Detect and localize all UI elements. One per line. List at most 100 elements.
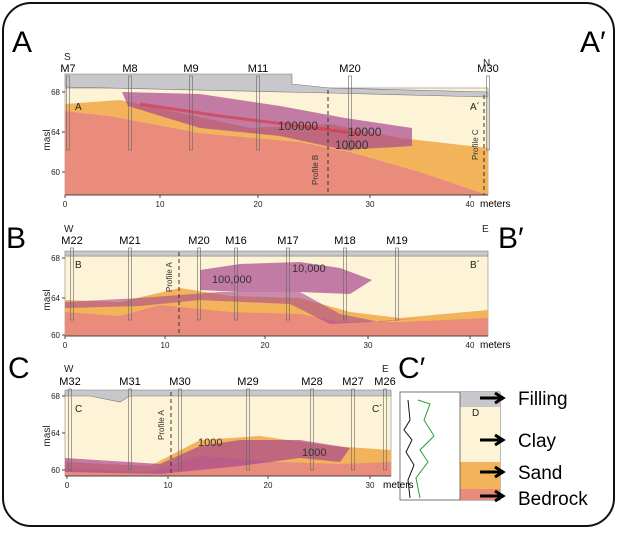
well-label: M22 xyxy=(61,235,82,247)
well xyxy=(383,388,387,471)
filling xyxy=(64,73,489,98)
legend-label: Sand xyxy=(518,463,562,484)
arrow xyxy=(480,433,506,447)
well-label: M21 xyxy=(119,235,140,247)
x-tick-label: 20 xyxy=(261,341,270,350)
panel-label: A xyxy=(12,26,32,59)
section-c xyxy=(64,389,392,477)
direction: S xyxy=(64,52,71,63)
well-label: M20 xyxy=(339,63,360,75)
x-tick-label: 10 xyxy=(161,341,170,350)
well-label: M27 xyxy=(342,376,363,388)
direction: E xyxy=(382,364,389,375)
legend-label: Bedrock xyxy=(518,489,588,510)
well xyxy=(351,388,355,471)
y-tick-label: 68 xyxy=(51,392,60,401)
y-tick-label: 64 xyxy=(51,294,60,303)
well-label: M16 xyxy=(225,235,246,247)
y-tick-label: 64 xyxy=(51,429,60,438)
x-tick-label: 10 xyxy=(164,481,173,490)
x-tick-label: 40 xyxy=(466,200,475,209)
y-tick-label: 68 xyxy=(51,254,60,263)
well xyxy=(178,388,182,471)
well-label: M28 xyxy=(301,376,322,388)
y-tick-label: 64 xyxy=(51,128,60,137)
direction: W xyxy=(64,364,74,375)
legend-label: Clay xyxy=(518,431,557,452)
panel-label: C xyxy=(8,352,30,385)
well-label: M8 xyxy=(122,63,137,75)
panel-prime-label: B′ xyxy=(498,222,524,255)
plume xyxy=(200,262,372,294)
y-tick-label: 60 xyxy=(51,466,60,475)
legend-label: Filling xyxy=(518,389,568,410)
filling xyxy=(64,250,489,257)
direction: W xyxy=(64,224,74,235)
annotation: 100000 xyxy=(278,119,318,133)
bedrock xyxy=(65,305,488,336)
arrow xyxy=(480,489,506,503)
y-axis-label: masl xyxy=(42,129,53,150)
arrow xyxy=(480,391,506,405)
well xyxy=(286,247,290,321)
well xyxy=(66,75,70,151)
x-unit: meters xyxy=(383,480,414,491)
x-tick-label: 0 xyxy=(63,341,68,350)
panel-prime-label: C′ xyxy=(398,352,426,385)
well-label: M11 xyxy=(248,63,269,75)
direction: E xyxy=(482,224,489,235)
annotation: Profile B xyxy=(311,155,320,185)
well-label: M9 xyxy=(183,63,198,75)
y-axis-label: masl xyxy=(42,425,53,446)
plume xyxy=(65,292,420,324)
sand xyxy=(65,100,488,195)
well xyxy=(234,247,238,321)
arrow xyxy=(480,465,506,479)
well xyxy=(486,75,490,151)
well-label: M29 xyxy=(237,376,258,388)
filling xyxy=(64,389,392,403)
x-tick-label: 20 xyxy=(264,481,273,490)
annotation: 10000 xyxy=(348,125,382,139)
annotation: Profile C xyxy=(471,129,480,160)
x-unit: meters xyxy=(480,199,511,210)
x-tick-label: 30 xyxy=(366,481,375,490)
x-tick-label: 30 xyxy=(366,200,375,209)
well xyxy=(348,75,352,151)
well-label: M31 xyxy=(119,376,140,388)
annotation: 100,000 xyxy=(212,274,252,286)
y-tick-label: 60 xyxy=(51,331,60,340)
annotation: 1000 xyxy=(198,437,222,449)
x-tick-label: 20 xyxy=(254,200,263,209)
panel-prime-label: A′ xyxy=(580,26,606,59)
well xyxy=(310,388,314,471)
well xyxy=(128,388,132,471)
plume xyxy=(65,440,350,474)
log-trace xyxy=(403,399,415,499)
x-tick-label: 40 xyxy=(466,341,475,350)
well-label: M19 xyxy=(386,235,407,247)
x-unit: meters xyxy=(480,340,511,351)
inner-label: B´ xyxy=(470,259,480,271)
log-trace xyxy=(415,399,435,499)
direction: N xyxy=(483,58,490,69)
sand-swatch xyxy=(460,462,500,489)
log-label: D xyxy=(472,408,479,419)
well xyxy=(395,247,399,321)
well-label: M17 xyxy=(277,235,298,247)
section-a xyxy=(64,73,489,196)
y-tick-label: 60 xyxy=(51,168,60,177)
inner-label: C´ xyxy=(372,403,383,415)
x-tick-label: 30 xyxy=(364,341,373,350)
well-label: M26 xyxy=(374,376,395,388)
well-label: M18 xyxy=(334,235,355,247)
annotation: 1000 xyxy=(302,447,326,459)
y-axis-label: masl xyxy=(42,289,53,310)
well xyxy=(189,75,193,151)
well-label: M7 xyxy=(60,63,75,75)
bedrock xyxy=(65,111,488,195)
annotation: Profile A xyxy=(165,262,174,292)
well xyxy=(197,247,201,321)
well xyxy=(343,247,347,321)
